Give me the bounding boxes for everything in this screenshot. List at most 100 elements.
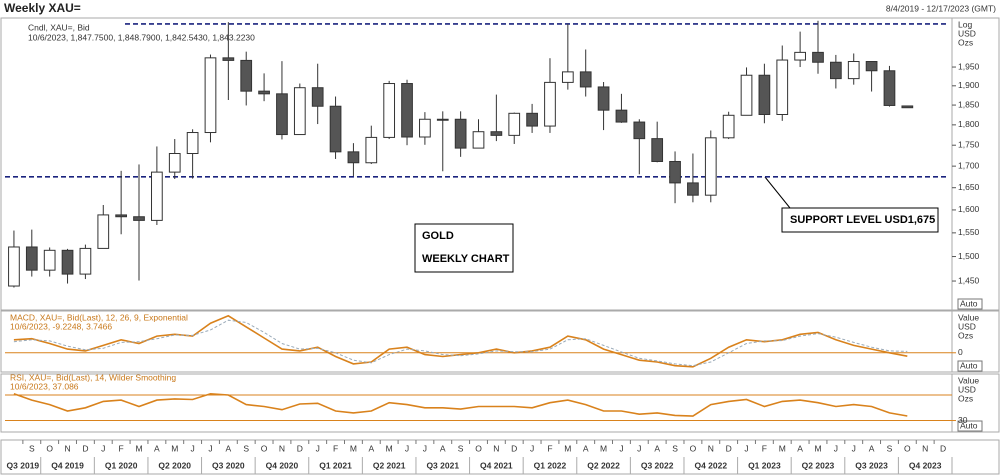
- x-tick-label: D: [82, 443, 88, 453]
- x-tick-label: S: [887, 443, 893, 453]
- panel-frame: [0, 373, 1000, 433]
- candle-body: [651, 138, 664, 162]
- candle-body: [329, 105, 342, 153]
- quarter-label: Q4 2021: [480, 460, 513, 470]
- x-tick-label: J: [619, 443, 623, 453]
- x-tick-label: O: [261, 443, 268, 453]
- candle-body: [490, 131, 503, 136]
- candle-body: [8, 246, 20, 287]
- y-axis-label: Ozs: [958, 393, 973, 403]
- auto-button: [957, 360, 983, 372]
- x-tick-label: N: [279, 443, 285, 453]
- auto-label: Auto: [960, 360, 978, 370]
- x-tick-label: M: [135, 443, 142, 453]
- candle-body: [311, 87, 324, 107]
- quarter-label: Q3 2023: [855, 460, 888, 470]
- x-tick-label: O: [475, 443, 482, 453]
- candle-body: [454, 118, 467, 149]
- y-tick-label: 1,950: [958, 61, 980, 71]
- candle-body: [865, 61, 878, 72]
- y-axis-label: Log: [958, 19, 972, 29]
- x-tick-label: O: [46, 443, 53, 453]
- annotation-box: [781, 207, 939, 233]
- y-tick-label: 1,650: [958, 182, 980, 192]
- candle-body: [758, 74, 771, 115]
- legend-values: 10/6/2023, 1,847.7500, 1,848.7900, 1,842…: [28, 32, 255, 42]
- quarter-label: Q4 2022: [694, 460, 727, 470]
- candle-body: [847, 61, 860, 80]
- y-tick-label: 1,600: [958, 204, 980, 214]
- annotation-box: [414, 223, 514, 273]
- x-tick-label: A: [368, 443, 374, 453]
- quarter-label: Q4 2019: [51, 460, 84, 470]
- candle-body: [669, 160, 681, 184]
- candle-body: [472, 131, 485, 149]
- quarter-label: Q3 2022: [641, 460, 674, 470]
- y-tick-label: 1,500: [958, 251, 980, 261]
- quarter-label: Q3 2021: [426, 460, 459, 470]
- x-tick-label: O: [904, 443, 911, 453]
- auto-button: [957, 420, 983, 432]
- x-tick-label: A: [869, 443, 875, 453]
- quarter-label: Q2 2023: [802, 460, 835, 470]
- candle-body: [436, 118, 449, 121]
- candle-body: [365, 136, 378, 164]
- quarter-label: Q1 2021: [319, 460, 352, 470]
- x-tick-label: J: [852, 443, 856, 453]
- y-tick-label: 1,700: [958, 160, 980, 170]
- x-tick-label: D: [940, 443, 946, 453]
- y-axis-label: USD: [958, 321, 976, 331]
- x-tick-label: J: [405, 443, 409, 453]
- x-tick-label: S: [243, 443, 249, 453]
- candle-body: [258, 90, 270, 95]
- y-tick-label: 1,800: [958, 119, 980, 129]
- x-tick-label: S: [672, 443, 678, 453]
- y-tick-label: 30: [958, 415, 968, 425]
- quarter-label: Q2 2020: [158, 460, 191, 470]
- x-tick-label: M: [564, 443, 571, 453]
- candle-body: [222, 57, 235, 61]
- quarter-label: Q4 2023: [909, 460, 942, 470]
- y-tick-label: 1,750: [958, 139, 980, 149]
- y-axis-label: Value: [958, 375, 979, 385]
- x-tick-label: A: [154, 443, 160, 453]
- y-tick-label: 1,450: [958, 275, 980, 285]
- y-axis-label: Value: [958, 312, 979, 322]
- candle-body: [794, 51, 806, 61]
- legend-values: 10/6/2023, -9.2248, 3.7466: [10, 321, 112, 331]
- legend: Cndl, XAU=, Bid: [28, 22, 90, 32]
- x-tick-label: O: [690, 443, 697, 453]
- x-tick-label: A: [797, 443, 803, 453]
- series-line: [13, 319, 908, 367]
- candle-body: [347, 151, 360, 164]
- candle-body: [276, 93, 288, 136]
- candle-body: [186, 132, 199, 155]
- candle-body: [812, 51, 824, 63]
- auto-label: Auto: [960, 420, 978, 430]
- legend: RSI, XAU=, Bid(Last), 14, Wilder Smoothi…: [10, 372, 176, 382]
- y-tick-label: 1,850: [958, 99, 980, 109]
- x-tick-label: F: [547, 443, 552, 453]
- candle-body: [829, 61, 842, 80]
- candle-body: [97, 214, 110, 249]
- y-tick-label: 1,900: [958, 80, 980, 90]
- annotation: WEEKLY CHART: [422, 253, 510, 265]
- candle-body: [597, 86, 610, 111]
- candle-body: [151, 171, 163, 221]
- auto-button: [957, 298, 983, 310]
- candle-body: [61, 249, 74, 275]
- x-tick-label: J: [530, 443, 534, 453]
- panel-frame: [0, 17, 1000, 311]
- y-tick-label: 1,550: [958, 227, 980, 237]
- x-tick-label: F: [119, 443, 124, 453]
- x-tick-label: A: [226, 443, 232, 453]
- x-tick-label: J: [637, 443, 641, 453]
- x-tick-label: S: [458, 443, 464, 453]
- candle-body: [901, 105, 914, 109]
- quarter-label: Q3 2019: [7, 460, 40, 470]
- candle-body: [115, 214, 128, 218]
- candle-body: [561, 71, 574, 83]
- candle-body: [79, 247, 92, 275]
- x-tick-label: J: [744, 443, 748, 453]
- annotation: GOLD: [422, 230, 454, 242]
